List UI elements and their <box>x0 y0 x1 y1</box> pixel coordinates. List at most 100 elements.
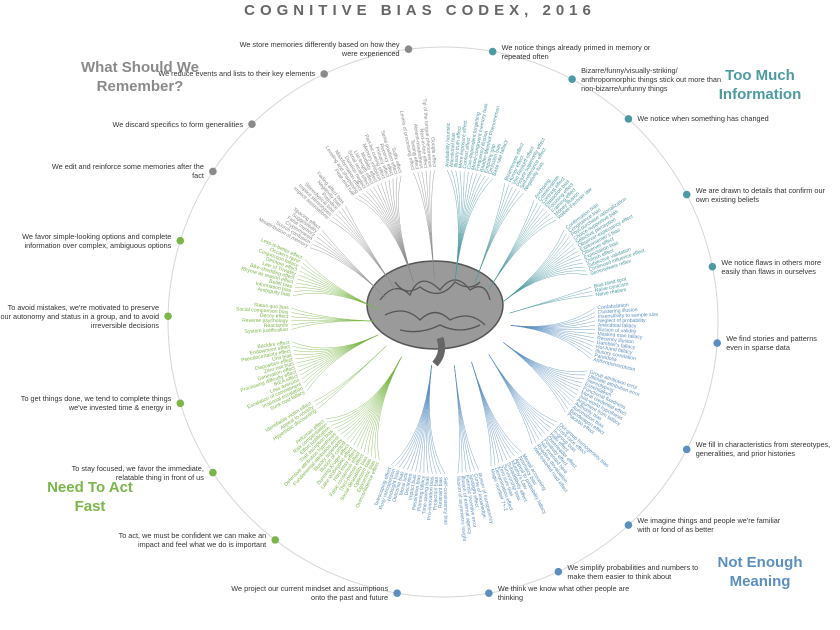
bias-name: Attentional bias <box>449 132 457 168</box>
bias-name: Pro-innovation bias <box>426 476 435 520</box>
branch-line <box>295 334 379 360</box>
group-statement: We reduce events and lists to their key … <box>158 69 316 79</box>
branch-line <box>488 200 535 290</box>
branch-line <box>340 356 402 435</box>
quadrant-title: Need To Act Fast <box>47 479 133 515</box>
group-statement: We discard specifics to form generalitie… <box>112 119 243 129</box>
bias-name: Google effect <box>429 137 437 168</box>
group-statement: To act, we must be confident we can make… <box>118 530 267 549</box>
group-dot <box>176 236 185 245</box>
branch-line <box>474 183 506 284</box>
branch-line <box>488 354 555 426</box>
outer-ring <box>167 46 719 598</box>
branch-line <box>488 220 557 290</box>
branch-line <box>325 356 402 420</box>
group-statement: To stay focused, we favor the immediate,… <box>71 463 204 482</box>
bias-name: Clustering illusion <box>598 307 638 316</box>
group-dot <box>713 339 721 347</box>
branch-line <box>488 354 558 423</box>
branch-line <box>290 320 376 326</box>
bias-name: Reverse psychology <box>242 318 288 324</box>
bias-name: Social comparison bias <box>236 306 289 315</box>
group-statement: We fill in characteristics from stereoty… <box>695 440 831 459</box>
bias-name: Availability heuristic <box>445 122 452 167</box>
branch-line <box>377 356 402 461</box>
bias-name: Unit bias <box>272 353 293 363</box>
bias-name: Planning fallacy <box>416 475 426 512</box>
bias-name: Naïve realism <box>595 287 627 298</box>
group-statement: We think we know what other people are t… <box>497 584 630 603</box>
bias-name: Pareidolia <box>594 353 618 364</box>
group-dot <box>624 521 633 529</box>
bias-name: Illusory truth effect <box>453 125 463 167</box>
group-dot <box>248 120 256 128</box>
branch-line <box>367 356 402 455</box>
group-statement: To get things done, we tend to complete … <box>20 394 172 413</box>
group-dot <box>404 45 413 53</box>
title: COGNITIVE BIAS CODEX, 2016 <box>244 2 596 19</box>
branch-line <box>291 307 376 322</box>
branch-line <box>471 361 496 465</box>
branch-line <box>471 361 492 467</box>
bias-name: Backfire effect <box>257 340 290 350</box>
bias-name: Hot-hand fallacy <box>595 344 633 356</box>
bias-name: Confabulation <box>597 302 629 311</box>
group-statement: We favor simple-looking options and comp… <box>22 231 172 250</box>
bias-name: Reactance <box>264 323 289 330</box>
group-dot <box>271 536 280 544</box>
branch-line <box>474 188 517 284</box>
group-statement: We simplify probabilities and numbers to… <box>567 562 699 581</box>
branch-line <box>293 334 379 353</box>
branch-line <box>503 342 566 413</box>
branch-line <box>510 325 595 331</box>
branch-line <box>488 354 552 429</box>
group-dot <box>568 75 576 83</box>
branch-line <box>304 259 379 310</box>
bias-name: Anecdotal fallacy <box>598 323 637 330</box>
group-dot <box>488 47 497 56</box>
branch-line <box>296 282 379 310</box>
branch-line <box>454 365 479 470</box>
group-statement: We edit and reinforce some memories afte… <box>51 162 204 181</box>
quadrant-title: Not Enough Meaning <box>717 554 803 590</box>
bias-name: Next-in-line effect <box>418 128 428 169</box>
bias-name: System justification <box>244 327 288 335</box>
branch-line <box>471 361 519 455</box>
branch-line <box>474 184 509 284</box>
branch-line <box>292 334 379 349</box>
group-dot <box>393 589 401 597</box>
bias-name: Context effect <box>462 137 472 169</box>
branch-line <box>291 312 376 322</box>
bias-name: Status quo bias <box>253 302 289 311</box>
bias-name: Ambiguity bias <box>257 287 291 299</box>
branch-line <box>346 356 402 440</box>
group-statement: To avoid mistakes, we're motivated to pr… <box>0 302 160 330</box>
bias-name: Declinism <box>404 473 414 496</box>
group-statement: We store memories differently based on h… <box>239 40 400 59</box>
group-dot <box>682 445 691 454</box>
branch-line <box>474 192 524 284</box>
branch-line <box>431 170 435 279</box>
quadrant-title: What Should We Remember? <box>80 59 200 95</box>
branch-line <box>428 365 442 475</box>
branch-line <box>390 365 432 466</box>
group-statement: We project our current mindset and assum… <box>231 584 389 603</box>
branch-line <box>429 365 446 475</box>
branch-line <box>291 320 376 330</box>
group-dot <box>554 567 563 576</box>
bias-name: Time-saving bias <box>421 476 431 515</box>
branch-line <box>503 236 570 302</box>
branch-line <box>503 229 565 302</box>
bias-name: Testing effect <box>409 139 420 170</box>
group-dot <box>320 70 328 78</box>
branch-line <box>509 295 593 314</box>
bias-name: Moral luck <box>399 472 410 496</box>
group-dot <box>176 399 185 408</box>
group-statement: We notice when something has changed <box>637 114 769 124</box>
bias-name: Gambler's fallacy <box>596 340 636 351</box>
branch-line <box>300 334 379 376</box>
branch-line <box>364 356 402 453</box>
bias-name: Self-consistency bias <box>442 477 449 525</box>
group-dot <box>209 167 217 176</box>
